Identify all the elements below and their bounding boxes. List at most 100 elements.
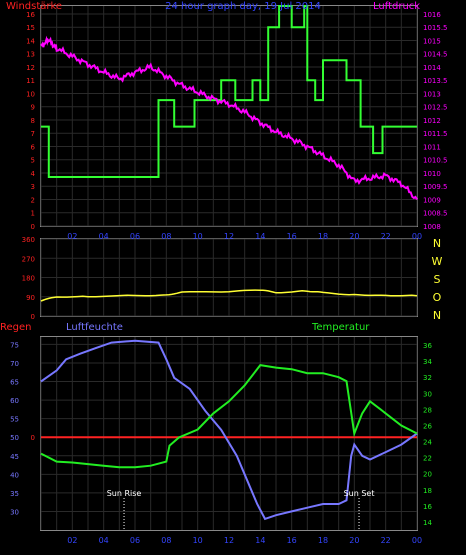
y-tick-label-temperature: 16 bbox=[423, 503, 432, 511]
y-tick-label-wind: 12 bbox=[26, 64, 35, 72]
y-tick-label-humidity: 70 bbox=[10, 360, 19, 368]
series-wind-line bbox=[41, 5, 417, 178]
x-tick-label: 06 bbox=[130, 536, 140, 545]
y-tick-label-pressure: 1016 bbox=[423, 11, 441, 19]
y-tick-label-pressure: 1012 bbox=[423, 117, 441, 125]
y-tick-label-pressure: 1015.5 bbox=[423, 24, 448, 32]
series-pressure-line bbox=[40, 35, 418, 201]
y-tick-label-direction: 90 bbox=[26, 294, 35, 302]
sunrise-label: Sun Rise bbox=[107, 489, 142, 498]
y-tick-label-pressure: 1008 bbox=[423, 223, 441, 231]
y-tick-label-pressure: 1011.5 bbox=[423, 130, 448, 138]
y-tick-label-humidity: 40 bbox=[10, 471, 19, 479]
y-tick-label-temperature: 30 bbox=[423, 390, 432, 398]
legend-temperatur: Temperatur bbox=[311, 322, 370, 333]
y-tick-label-direction: 0 bbox=[31, 313, 35, 321]
y-tick-label-direction: 360 bbox=[22, 236, 35, 244]
x-tick-label: 18 bbox=[318, 232, 328, 241]
compass-label: W bbox=[432, 255, 443, 268]
y-tick-label-pressure: 1015 bbox=[423, 37, 441, 45]
x-tick-label: 14 bbox=[255, 536, 265, 545]
y-tick-label-pressure: 1010 bbox=[423, 170, 441, 178]
y-tick-label-wind: 16 bbox=[26, 11, 35, 19]
y-tick-label-humidity: 45 bbox=[10, 453, 19, 461]
x-tick-label: 04 bbox=[99, 232, 109, 241]
y-tick-label-humidity: 55 bbox=[10, 416, 19, 424]
x-tick-label: 22 bbox=[381, 536, 391, 545]
x-tick-label: 10 bbox=[193, 232, 203, 241]
y-tick-label-pressure: 1009 bbox=[423, 196, 441, 204]
series-humidity-line bbox=[40, 339, 418, 521]
y-tick-label-humidity: 35 bbox=[10, 490, 19, 498]
y-tick-label-pressure: 1013 bbox=[423, 90, 441, 98]
x-tick-label: 22 bbox=[381, 232, 391, 241]
y-tick-label-humidity: 30 bbox=[10, 508, 19, 516]
x-tick-label: 14 bbox=[255, 232, 265, 241]
y-tick-label-wind: 5 bbox=[31, 157, 35, 165]
x-tick-label: 16 bbox=[287, 232, 297, 241]
y-tick-label-direction: 270 bbox=[22, 255, 35, 263]
y-tick-label-humidity: 75 bbox=[10, 341, 19, 349]
chart-title: 24 hour graph day, 19 Jul 2014 bbox=[165, 1, 321, 12]
y-tick-label-wind: 1 bbox=[31, 210, 35, 218]
y-tick-label-wind: 11 bbox=[26, 77, 35, 85]
y-tick-label-humidity: 65 bbox=[10, 379, 19, 387]
y-tick-label-pressure: 1014 bbox=[423, 64, 441, 72]
y-tick-label-wind: 4 bbox=[31, 170, 36, 178]
x-tick-label: 00 bbox=[412, 536, 422, 545]
x-tick-label: 12 bbox=[224, 232, 234, 241]
x-tick-label: 18 bbox=[318, 536, 328, 545]
y-tick-label-temperature: 36 bbox=[423, 342, 432, 350]
y-tick-label-pressure: 1011 bbox=[423, 143, 441, 151]
y-tick-label-pressure: 1010.5 bbox=[423, 157, 448, 165]
y-tick-label-pressure: 1009.5 bbox=[423, 183, 448, 191]
y-tick-label-temperature: 20 bbox=[423, 471, 432, 479]
y-tick-label-pressure: 1008.5 bbox=[423, 210, 448, 218]
right-axis-label-pressure: Luftdruck bbox=[373, 1, 420, 12]
y-tick-label-wind: 2 bbox=[31, 196, 35, 204]
y-tick-label-wind: 15 bbox=[26, 24, 35, 32]
y-tick-label-temperature: 28 bbox=[423, 406, 432, 414]
y-tick-label-temperature: 24 bbox=[423, 439, 432, 447]
y-tick-label-wind: 0 bbox=[31, 223, 35, 231]
y-tick-label-temperature: 34 bbox=[423, 358, 432, 366]
compass-label: N bbox=[433, 237, 441, 250]
y-tick-label-temperature: 14 bbox=[423, 519, 432, 527]
y-tick-label-wind: 3 bbox=[31, 183, 35, 191]
sunset-label: Sun Set bbox=[344, 489, 375, 498]
legend-regen: Regen bbox=[0, 322, 32, 333]
compass-label: S bbox=[434, 273, 441, 286]
y-tick-label-temperature: 32 bbox=[423, 374, 432, 382]
y-tick-label-rain: 0 bbox=[31, 434, 35, 442]
left-axis-label-wind: Windstärke bbox=[6, 1, 62, 12]
x-tick-label: 16 bbox=[287, 536, 297, 545]
y-tick-label-temperature: 22 bbox=[423, 455, 432, 463]
y-tick-label-humidity: 50 bbox=[10, 434, 19, 442]
x-tick-label: 00 bbox=[412, 232, 422, 241]
y-tick-label-pressure: 1013.5 bbox=[423, 77, 448, 85]
x-tick-label: 20 bbox=[349, 536, 359, 545]
y-tick-label-wind: 9 bbox=[31, 104, 35, 112]
x-tick-label: 12 bbox=[224, 536, 234, 545]
x-tick-label: 10 bbox=[193, 536, 203, 545]
y-tick-label-wind: 10 bbox=[26, 90, 35, 98]
y-tick-label-temperature: 18 bbox=[423, 487, 432, 495]
y-tick-label-wind: 7 bbox=[31, 130, 35, 138]
compass-label: N bbox=[433, 309, 441, 322]
x-tick-label: 08 bbox=[161, 536, 171, 545]
y-tick-label-wind: 6 bbox=[31, 143, 36, 151]
x-tick-label: 20 bbox=[349, 232, 359, 241]
x-tick-label: 04 bbox=[99, 536, 109, 545]
series-wind-direction-line bbox=[40, 289, 418, 302]
series-temperature-line bbox=[40, 364, 418, 469]
x-tick-label: 02 bbox=[67, 232, 77, 241]
x-tick-label: 06 bbox=[130, 232, 140, 241]
y-tick-label-pressure: 1014.5 bbox=[423, 51, 448, 59]
y-tick-label-wind: 13 bbox=[26, 51, 35, 59]
y-tick-label-wind: 14 bbox=[26, 37, 35, 45]
legend-luftfeuchte: Luftfeuchte bbox=[66, 322, 123, 333]
y-tick-label-temperature: 26 bbox=[423, 422, 432, 430]
x-tick-label: 02 bbox=[67, 536, 77, 545]
